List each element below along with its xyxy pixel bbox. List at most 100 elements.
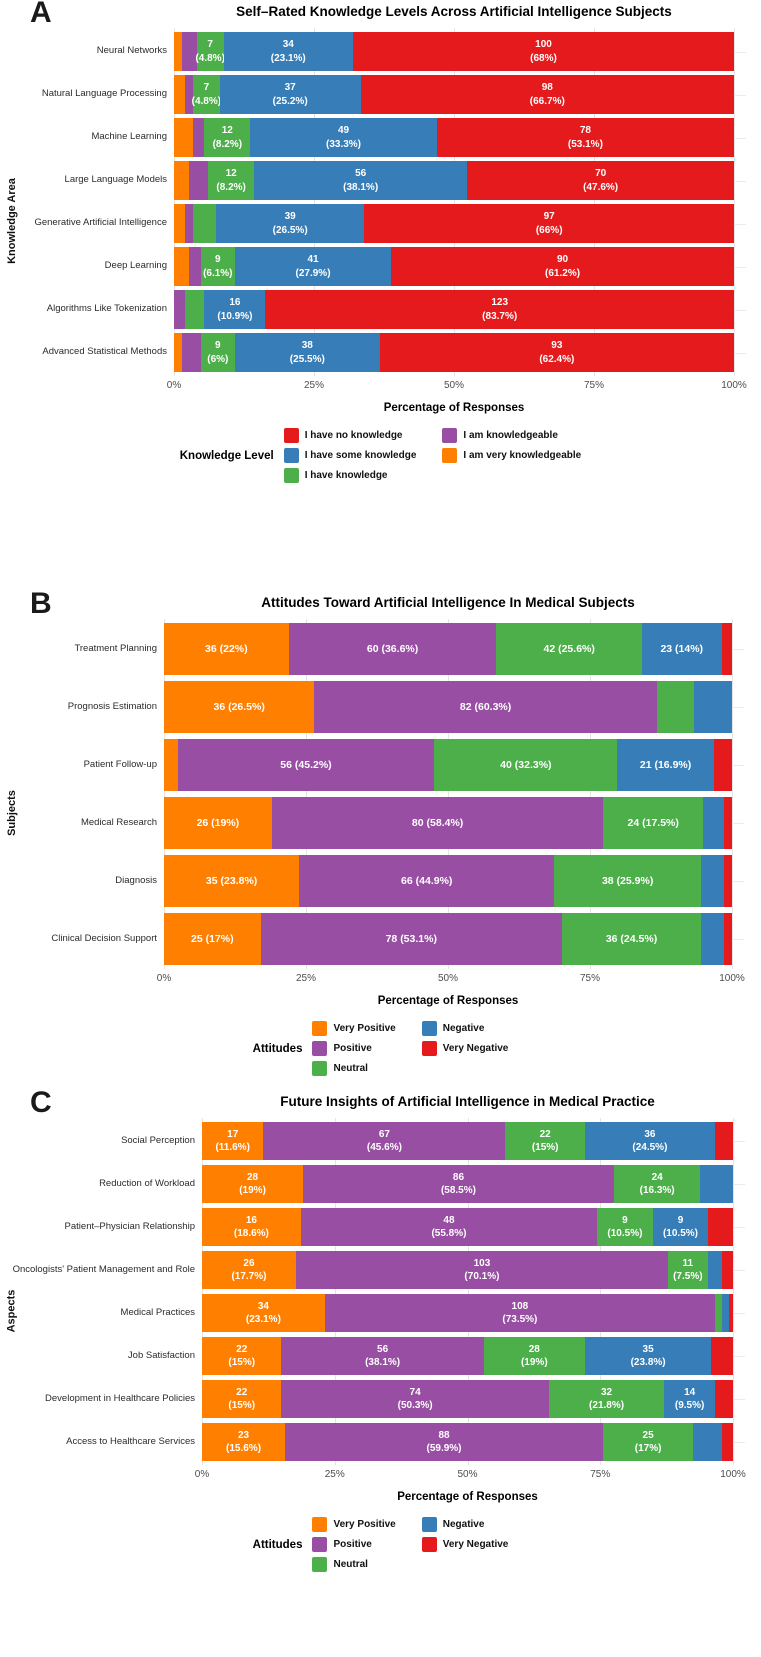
legend-swatch-purple: [312, 1537, 328, 1552]
bar-track: 25 (17%) 78 (53.1%) 36 (24.5%): [164, 913, 732, 965]
segment-label: 28: [528, 1343, 540, 1355]
segment-label: (24.5%): [632, 1142, 668, 1153]
bar-row: Patient Follow-up 56 (45.2%) 40 (32.3%) 21 …: [24, 739, 732, 791]
bar-segment-blue: 49 (33.3%): [250, 118, 437, 157]
legend-item: I have no knowledge: [283, 428, 417, 443]
bar-segment-blue: [707, 1251, 723, 1289]
bar-segment-green: 36 (24.5%): [561, 913, 702, 965]
segment-label: 22: [539, 1128, 551, 1140]
x-axis: 0% 25% 50% 75% 100%: [195, 1469, 746, 1482]
bar-track: 23 (15.6%) 88 (59.9%) 25 (17%): [202, 1423, 733, 1461]
bar-rows: Social Perception 17 (11.6%) 67 (45.6%) 22 (15…: [13, 1118, 733, 1465]
x-tick-label: 0%: [194, 1469, 210, 1480]
bar-segment-green: 42 (25.6%): [496, 623, 642, 675]
legend-swatch-red: [421, 1537, 437, 1552]
gridline-vertical: [590, 619, 591, 969]
panel-b: B Attitudes Toward Artificial Intelligenc…: [0, 587, 761, 1076]
category-label: Medical Research: [80, 816, 157, 828]
bar-track: 36 (22%) 60 (36.6%) 42 (25.6%) 23 (14%): [164, 623, 732, 675]
segment-label: 22: [236, 1386, 248, 1398]
bar-segment-green: 9 (6%): [200, 333, 235, 372]
bar-segment-purple: 67 (45.6%): [263, 1122, 506, 1160]
bar-track: 26 (17.7%) 103 (70.1%) 11 (7.5%): [202, 1251, 733, 1289]
bar-segment-green: 28 (19%): [483, 1337, 585, 1375]
legend-swatch-blue: [421, 1517, 437, 1532]
category-label: Medical Practices: [120, 1306, 195, 1318]
bar-segment-blue: 39 (26.5%): [215, 204, 365, 243]
gridline-vertical: [314, 28, 315, 376]
bar-segment-green: 9 (10.5%): [597, 1208, 653, 1246]
legend-column: Very Positive Positive Neutral: [312, 1021, 396, 1076]
bar-segment-orange: [164, 739, 178, 791]
bar-segment-purple: 56 (45.2%): [177, 739, 435, 791]
x-axis-title: Percentage of Responses: [383, 402, 525, 414]
gridline-vertical: [594, 28, 595, 376]
bar-segment-red: [722, 1251, 733, 1289]
bar-track: 7 (4.8%) 34 (23.1%) 100 (68%): [174, 32, 734, 71]
segment-label: 103: [473, 1257, 491, 1269]
legend: Attitudes Very Positive Positive Neutral Neg…: [0, 1517, 761, 1572]
gridline-vertical: [448, 619, 449, 969]
segment-label: 36: [644, 1128, 656, 1140]
segment-label: 56: [377, 1343, 389, 1355]
legend-swatch-blue: [421, 1021, 437, 1036]
segment-label: 35 (23.8%): [205, 874, 258, 887]
segment-label: 7: [203, 82, 210, 93]
legend-title: Attitudes: [252, 1042, 303, 1055]
legend-item: Positive: [312, 1537, 395, 1552]
bar-segment-purple: 78 (53.1%): [260, 913, 562, 965]
bar-segment-red: 97 (66%): [364, 204, 734, 243]
segment-label: 37: [284, 82, 296, 93]
bar-segment-purple: [189, 247, 201, 286]
bar-segment-green: 24 (16.3%): [613, 1165, 701, 1203]
segment-label: 41: [307, 254, 319, 265]
category-label: Advanced Statistical Methods: [42, 346, 167, 358]
x-axis-title: Percentage of Responses: [377, 995, 519, 1007]
segment-label: (70.1%): [464, 1271, 500, 1282]
bar-segment-orange: 16 (18.6%): [202, 1208, 301, 1246]
chart-title: Future Insights of Artificial Intelligen…: [280, 1094, 655, 1109]
legend-item: Negative: [421, 1021, 509, 1036]
legend-item: Positive: [312, 1041, 395, 1056]
bar-row: Prognosis Estimation 36 (26.5%) 82 (60.3%): [24, 681, 732, 733]
bar-segment-red: 98 (66.7%): [360, 75, 734, 114]
segment-label: 49: [337, 125, 350, 136]
bar-row: Advanced Statistical Methods 9 (6%) 38 (25.5…: [24, 333, 734, 372]
segment-label: (10.9%): [217, 310, 253, 322]
bar-segment-orange: 36 (26.5%): [164, 681, 315, 733]
bar-track: 56 (45.2%) 40 (32.3%) 21 (16.9%): [164, 739, 732, 791]
bar-segment-orange: 22 (15%): [202, 1380, 282, 1418]
legend-item: Very Negative: [421, 1041, 508, 1056]
legend-grid: I have no knowledge I have some knowledge…: [283, 428, 581, 483]
legend-item-label: Very Negative: [442, 1539, 509, 1550]
segment-label: 42 (25.6%): [543, 642, 595, 655]
chart-body: Aspects Social Perception 17 (11.6%) 67 (45.6…: [0, 1118, 761, 1503]
legend-item-label: Negative: [442, 1519, 485, 1530]
bar-track: 34 (23.1%) 108 (73.5%): [202, 1294, 733, 1332]
segment-label: (45.6%): [366, 1142, 402, 1153]
segment-label: (83.7%): [482, 310, 518, 322]
x-axis-title: Percentage of Responses: [397, 1491, 538, 1503]
segment-label: (15.6%): [226, 1443, 262, 1454]
bar-segment-blue: 34 (23.1%): [223, 32, 354, 71]
gridline-vertical: [733, 1118, 734, 1465]
segment-label: 82 (60.3%): [459, 700, 512, 713]
segment-label: 26: [243, 1257, 255, 1269]
bar-segment-orange: 28 (19%): [202, 1165, 304, 1203]
bar-segment-orange: [174, 118, 194, 157]
bar-segment-purple: 66 (44.9%): [299, 855, 555, 907]
panel-letter: C: [30, 1086, 52, 1119]
bar-segment-red: [724, 913, 732, 965]
bar-segment-orange: 36 (22%): [164, 623, 289, 675]
category-label: Patient–Physician Relationship: [64, 1220, 195, 1232]
segment-label: 56: [355, 168, 367, 179]
segment-label: 97: [543, 211, 555, 222]
legend-title: Knowledge Level: [179, 449, 274, 462]
legend-swatch-green: [283, 468, 299, 483]
segment-label: (38.1%): [365, 1357, 401, 1368]
bar-row: Development in Healthcare Policies 22 (15%…: [22, 1380, 733, 1418]
segment-label: 74: [409, 1386, 421, 1398]
legend-swatch-red: [421, 1041, 437, 1056]
gridline-vertical: [467, 1118, 469, 1465]
x-tick-label: 75%: [590, 1469, 611, 1480]
